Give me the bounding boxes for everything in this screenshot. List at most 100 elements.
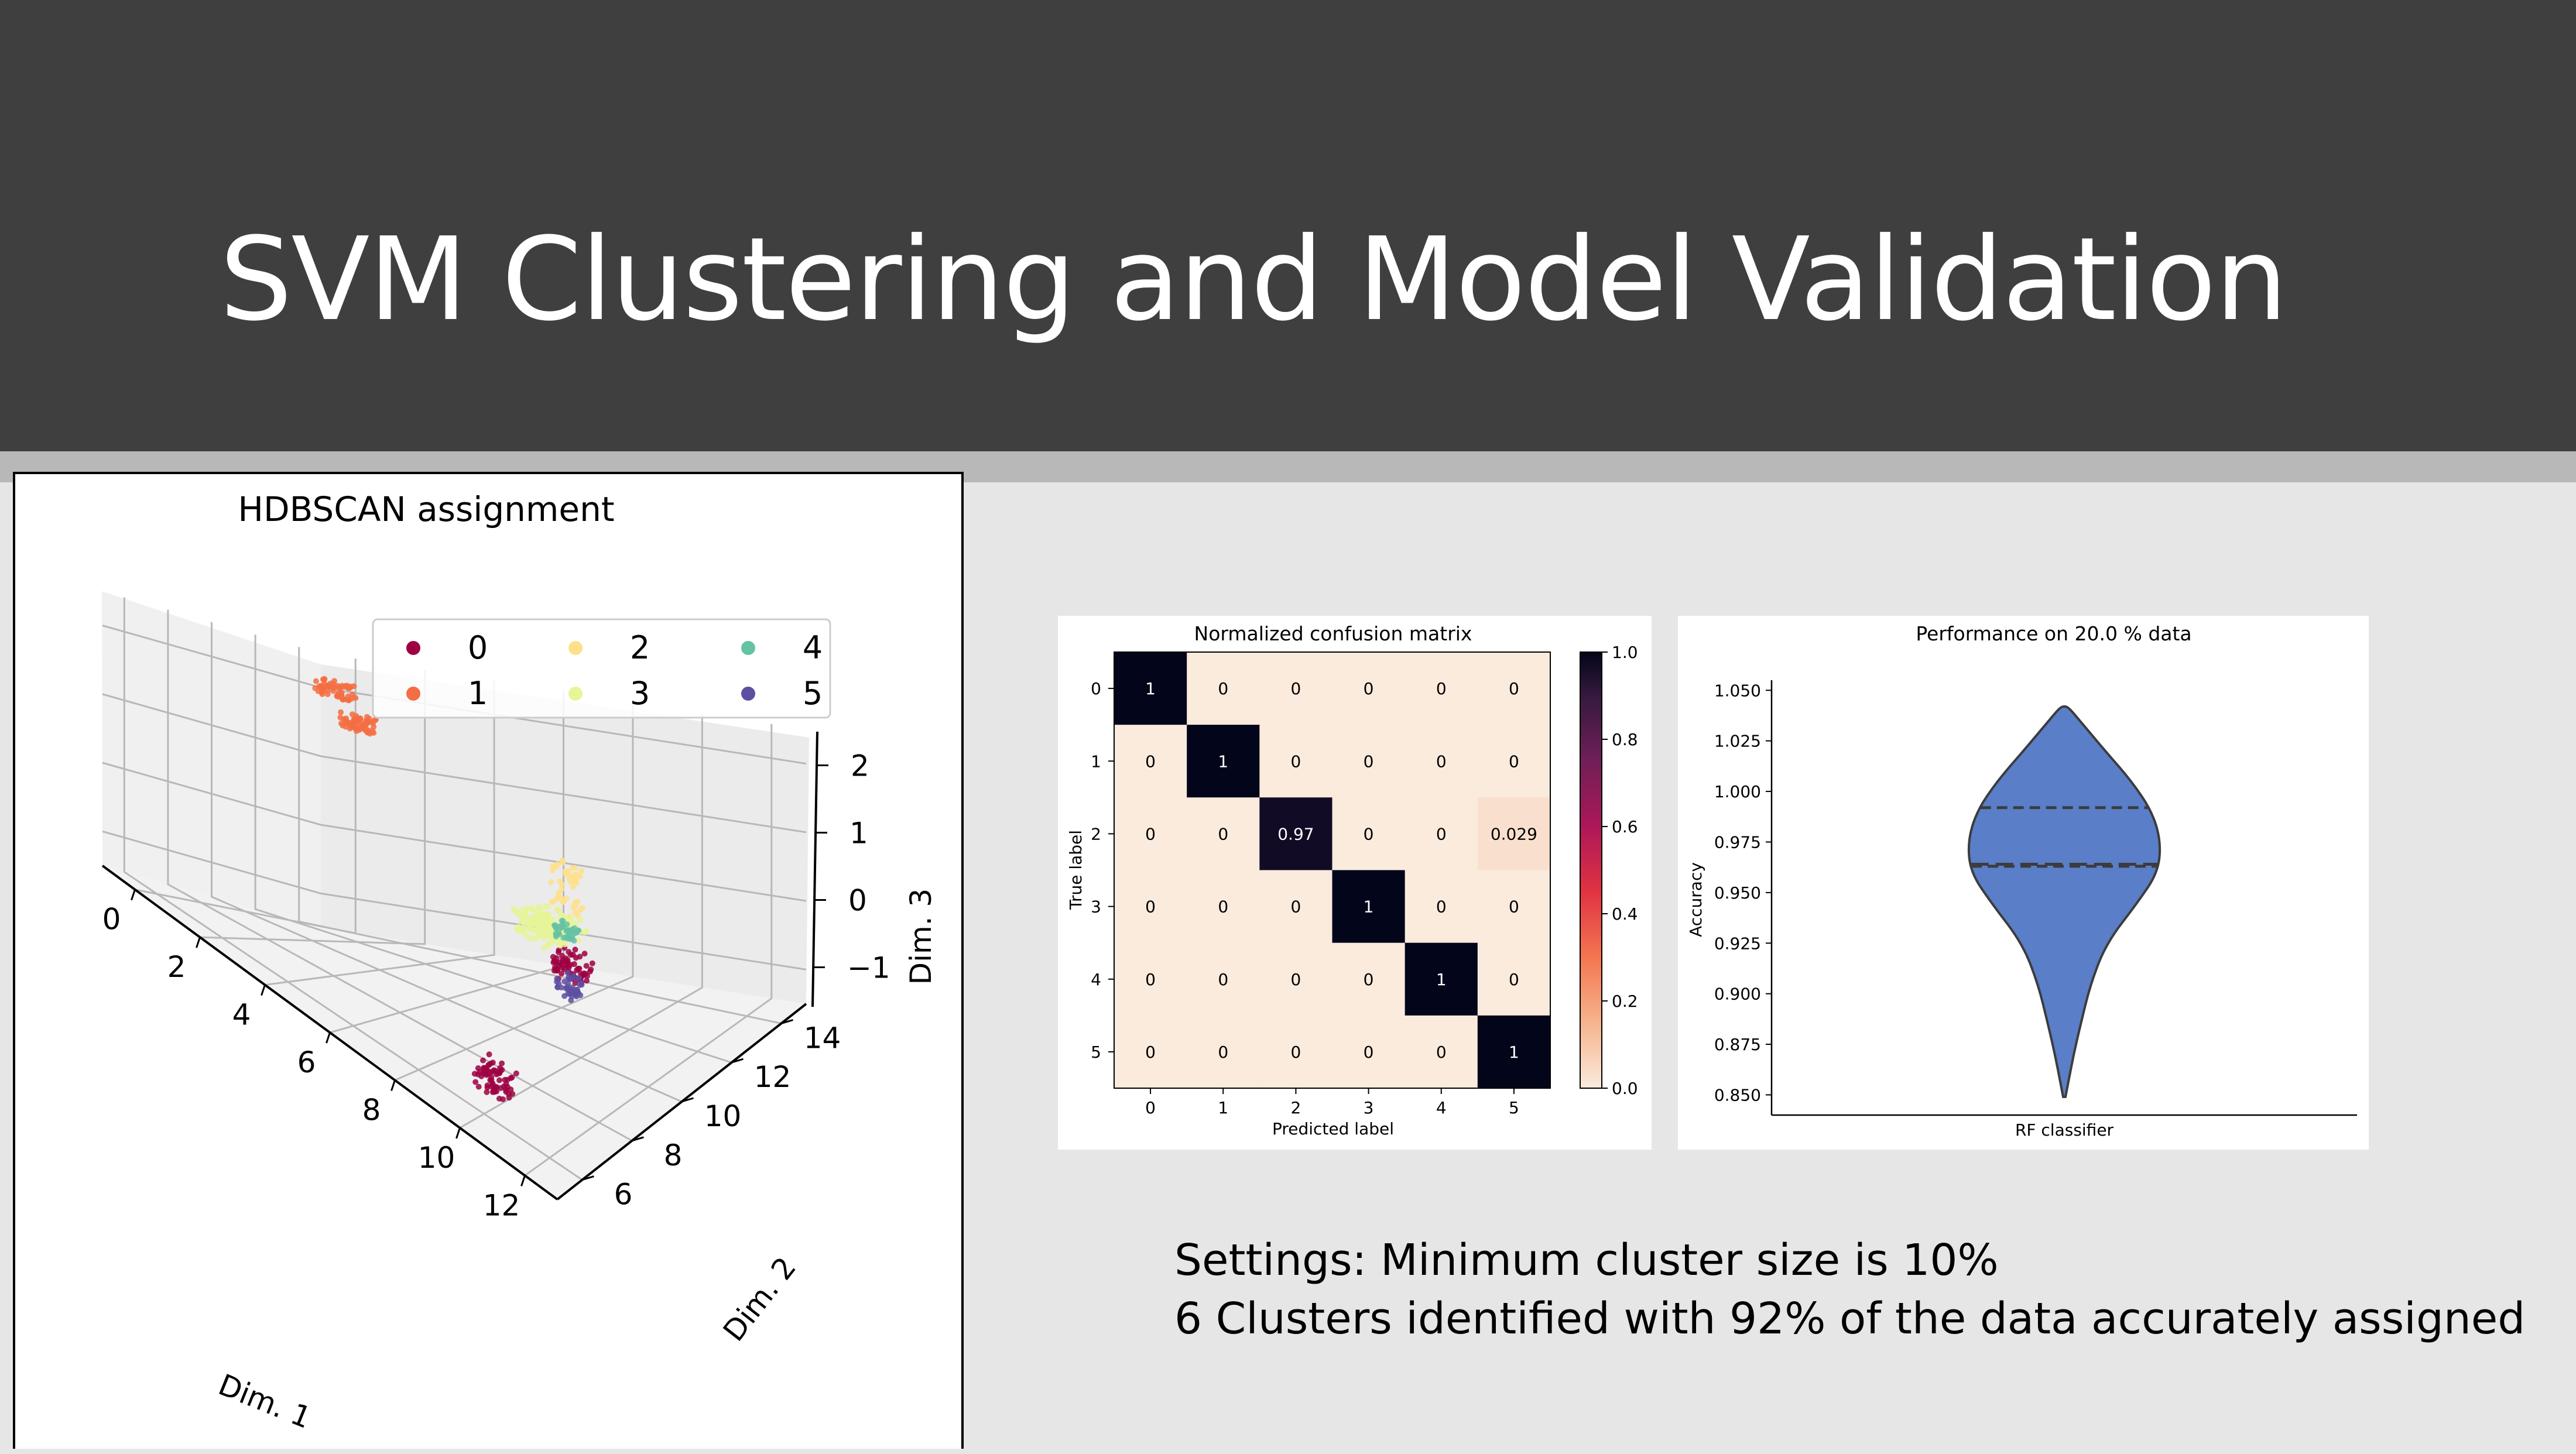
cluster-point-4 bbox=[556, 927, 562, 933]
cluster-point-3 bbox=[525, 906, 531, 912]
cluster-point-2 bbox=[570, 884, 576, 890]
cluster-point-3 bbox=[530, 907, 537, 913]
cell-value: 0 bbox=[1436, 679, 1447, 698]
cluster-point-5 bbox=[576, 975, 583, 981]
cluster-point-0 bbox=[567, 962, 574, 968]
cluster-point-0 bbox=[496, 1077, 502, 1083]
cluster-point-0 bbox=[509, 1090, 516, 1097]
cluster-point-3 bbox=[544, 927, 550, 933]
y-tick-label: 5 bbox=[1091, 1043, 1101, 1062]
matrix-cell bbox=[1259, 1015, 1332, 1089]
cluster-point-0 bbox=[513, 1070, 519, 1076]
violin-quartiles bbox=[1971, 806, 2158, 868]
cluster-point-3 bbox=[557, 911, 564, 917]
colorbar-ticks: 0.0 0.2 0.4 0.6 0.8 1.0 bbox=[1602, 643, 1638, 1098]
matrix-cell bbox=[1259, 652, 1332, 725]
cluster-point-0 bbox=[472, 1079, 479, 1085]
cluster-point-1 bbox=[371, 730, 377, 736]
cell-value: 0 bbox=[1291, 679, 1301, 698]
cluster-point-3 bbox=[548, 917, 554, 923]
cluster-point-5 bbox=[565, 981, 571, 987]
y-tick-label: 8 bbox=[664, 1138, 683, 1172]
cell-value: 0 bbox=[1218, 970, 1228, 989]
legend-label: 3 bbox=[630, 675, 650, 712]
cluster-point-1 bbox=[330, 684, 336, 691]
slide-title: SVM Clustering and Model Validation bbox=[220, 213, 2288, 347]
matrix-cell bbox=[1477, 870, 1551, 944]
cluster-point-2 bbox=[548, 879, 554, 886]
y-tick-label: 0.875 bbox=[1714, 1035, 1761, 1054]
matrix-cell bbox=[1187, 1015, 1260, 1089]
cluster-point-3 bbox=[539, 919, 545, 925]
cluster-point-3 bbox=[524, 933, 530, 939]
cluster-point-0 bbox=[559, 971, 565, 977]
cell-value: 0 bbox=[1436, 752, 1447, 771]
cluster-point-3 bbox=[539, 931, 544, 938]
cluster-point-0 bbox=[486, 1051, 492, 1058]
cell-value: 0 bbox=[1364, 679, 1374, 698]
violin-chart: Performance on 20.0 % data 0.850 0.875 0.9… bbox=[1686, 622, 2357, 1140]
cell-value: 0 bbox=[1364, 752, 1374, 771]
confusion-matrix-chart: Normalized confusion matrix 1 0 0 0 0 00 1 0 0 0 0… bbox=[1066, 622, 1638, 1138]
matrix-cell bbox=[1477, 725, 1551, 798]
cell-value: 0 bbox=[1509, 970, 1519, 989]
cluster-point-1 bbox=[343, 697, 350, 703]
cluster-point-2 bbox=[562, 868, 568, 875]
y-tick-label: 1.050 bbox=[1714, 681, 1761, 700]
cell-value: 0.029 bbox=[1491, 824, 1537, 843]
cell-value: 0 bbox=[1364, 970, 1374, 989]
x-tick-label: 8 bbox=[362, 1093, 381, 1127]
cluster-point-0 bbox=[587, 968, 593, 975]
matrix-cell bbox=[1187, 870, 1260, 944]
cluster-point-0 bbox=[471, 1071, 478, 1077]
cluster-point-0 bbox=[489, 1083, 495, 1090]
matrix-cell bbox=[1332, 942, 1406, 1016]
cell-value: 0 bbox=[1218, 1043, 1228, 1062]
cell-value: 1 bbox=[1218, 752, 1228, 771]
grid-line-y bbox=[298, 647, 782, 1024]
cluster-point-1 bbox=[313, 678, 319, 684]
result-line: 6 Clusters identified with 92% of the da… bbox=[1174, 1294, 2526, 1344]
y-tick-label: 3 bbox=[1091, 897, 1101, 917]
y-tick-label: 0.950 bbox=[1714, 883, 1761, 903]
grid-line-x bbox=[265, 680, 495, 986]
cluster-point-3 bbox=[546, 911, 552, 918]
y-tick bbox=[781, 1019, 793, 1024]
cluster-point-3 bbox=[537, 912, 543, 918]
matrix-cell bbox=[1259, 870, 1332, 944]
cluster-point-5 bbox=[574, 988, 581, 995]
cluster-point-3 bbox=[520, 928, 527, 934]
settings-notes: Settings: Minimum cluster size is 10% 6 … bbox=[1174, 1231, 2525, 1348]
grid-line-y bbox=[123, 597, 583, 1181]
cell-value: 0 bbox=[1291, 752, 1301, 771]
matrix-cell bbox=[1259, 797, 1332, 870]
legend-marker-2 bbox=[568, 641, 583, 655]
matrix-cell bbox=[1114, 797, 1187, 870]
x-axis-label: Predicted label bbox=[1272, 1119, 1394, 1138]
pane-floor bbox=[102, 866, 806, 1199]
matrix-ticks: 0 0 1 1 2 2 3 3 4 4 5 5 bbox=[1091, 679, 1519, 1117]
cluster-point-0 bbox=[497, 1065, 503, 1071]
cluster-point-0 bbox=[572, 947, 578, 953]
cluster-point-2 bbox=[554, 861, 561, 867]
cluster-point-2 bbox=[559, 882, 566, 888]
grid-line-x bbox=[459, 713, 703, 1129]
cluster-point-3 bbox=[526, 925, 533, 932]
violin-y-ticks: 0.850 0.875 0.900 0.925 0.950 0.975 1.000 1.025… bbox=[1714, 681, 1772, 1105]
cluster-point-1 bbox=[335, 694, 342, 700]
cell-value: 0 bbox=[1145, 897, 1156, 917]
legend-label: 4 bbox=[803, 629, 823, 666]
x-tick-label: 3 bbox=[1364, 1098, 1374, 1117]
cluster-point-2 bbox=[572, 865, 578, 871]
x-tick-label: 6 bbox=[297, 1045, 316, 1079]
z-axis-label: Dim. 3 bbox=[904, 889, 938, 985]
cluster-point-0 bbox=[499, 1060, 505, 1067]
confusion-matrix-cells: 1 0 0 0 0 0 0 1 0 0 0 0 0 0 0.97 0 0 0.029 0 0 0 1 0 0 0 0 0 0 1 0 0 0 0… bbox=[1114, 652, 1551, 1089]
cluster-point-4 bbox=[559, 923, 565, 929]
matrix-cell bbox=[1477, 652, 1551, 725]
slide-header bbox=[0, 0, 2576, 451]
cell-value: 0 bbox=[1145, 970, 1156, 989]
colorbar-tick-label: 0.6 bbox=[1612, 817, 1638, 836]
